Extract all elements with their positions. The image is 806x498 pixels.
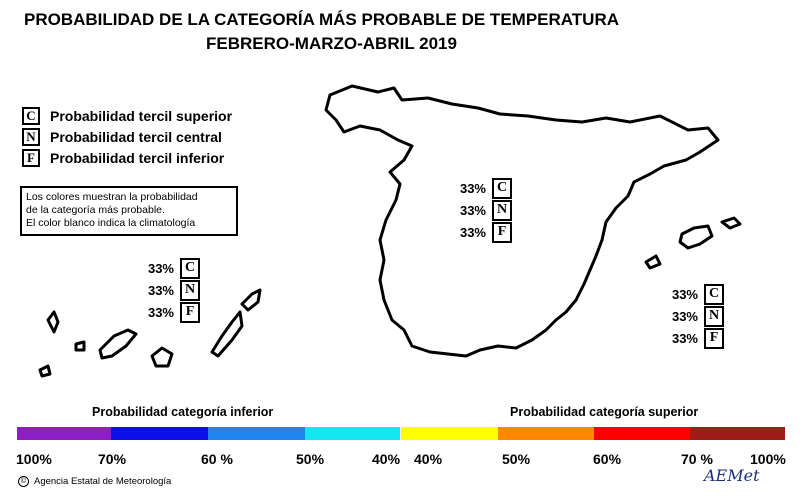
- note-line-1: Los colores muestran la probabilidad: [26, 191, 198, 203]
- color-scale-superior: [401, 427, 785, 440]
- la-palma-outline: [46, 310, 60, 334]
- peninsula-row-upper: 33% C: [446, 177, 512, 199]
- peninsula-pct-central: 33%: [459, 202, 486, 218]
- peninsula-pct-lower: 33%: [459, 224, 486, 240]
- baleares-pct-lower: 33%: [671, 330, 698, 346]
- tick-label-8: 60%: [593, 451, 622, 467]
- scale-segment-inferior-3: [208, 427, 305, 440]
- peninsula-box-upper: C: [492, 177, 512, 199]
- canarias-box-upper: C: [180, 257, 200, 279]
- baleares-row-central: 33% N: [658, 305, 724, 327]
- scale-segment-superior-1: [401, 427, 498, 440]
- baleares-pct-upper: 33%: [671, 286, 698, 302]
- peninsula-box-central: N: [492, 199, 512, 221]
- baleares-box-central: N: [704, 305, 724, 327]
- peninsula-box-lower: F: [492, 221, 512, 243]
- canarias-row-lower: 33% F: [134, 301, 200, 323]
- mallorca-outline: [678, 224, 714, 250]
- tick-label-3: 60 %: [201, 451, 233, 467]
- legend-box-lower: F: [22, 149, 40, 167]
- tick-label-5: 40%: [372, 451, 401, 467]
- tick-label-10: 100%: [750, 451, 786, 467]
- baleares-box-lower: F: [704, 327, 724, 349]
- copyright-icon: ©: [18, 476, 29, 487]
- baleares-row-lower: 33% F: [658, 327, 724, 349]
- tick-label-4: 50%: [296, 451, 325, 467]
- baleares-box-upper: C: [704, 283, 724, 305]
- tick-label-6: 40%: [414, 451, 443, 467]
- peninsula-probabilities: 33% C 33% N 33% F: [446, 177, 512, 243]
- peninsula-outline: [324, 84, 720, 358]
- canarias-pct-lower: 33%: [147, 304, 174, 320]
- scale-segment-superior-3: [594, 427, 690, 440]
- note-line-2: de la categoría más probable.: [26, 204, 165, 216]
- baleares-pct-central: 33%: [671, 308, 698, 324]
- baleares-probabilities: 33% C 33% N 33% F: [658, 283, 724, 349]
- canarias-pct-upper: 33%: [147, 260, 174, 276]
- tick-label-1: 100%: [16, 451, 52, 467]
- aemet-logo: AEMet: [704, 466, 760, 485]
- canarias-box-central: N: [180, 279, 200, 301]
- legend-box-central: N: [22, 128, 40, 146]
- legend-label-central: Probabilidad tercil central: [50, 129, 222, 145]
- scale-segment-superior-4: [690, 427, 785, 440]
- fuerteventura-outline: [210, 310, 244, 358]
- legend-row-lower: F Probabilidad tercil inferior: [22, 148, 224, 168]
- legend-label-lower: Probabilidad tercil inferior: [50, 150, 225, 166]
- color-scale-inferior: [17, 427, 400, 440]
- canarias-row-upper: 33% C: [134, 257, 200, 279]
- legend-box-upper: C: [22, 107, 40, 125]
- canarias-row-central: 33% N: [134, 279, 200, 301]
- agency-footer: © Agencia Estatal de Meteorología: [18, 476, 171, 487]
- lanzarote-outline: [240, 288, 262, 312]
- legend-label-upper: Probabilidad tercil superior: [50, 108, 233, 124]
- tick-label-7: 50%: [502, 451, 531, 467]
- map-title-line1: PROBABILIDAD DE LA CATEGORÍA MÁS PROBABL…: [24, 10, 619, 29]
- el-hierro-outline: [38, 364, 52, 378]
- scale-title-inferior: Probabilidad categoría inferior: [92, 405, 274, 419]
- la-gomera-outline: [74, 340, 86, 352]
- tenerife-outline: [98, 328, 138, 360]
- scale-segment-inferior-2: [111, 427, 208, 440]
- scale-title-superior: Probabilidad categoría superior: [510, 405, 699, 419]
- explanation-note: Los colores muestran la probabilidad de …: [20, 186, 238, 236]
- scale-segment-superior-2: [498, 427, 594, 440]
- tick-label-2: 70%: [98, 451, 127, 467]
- scale-segment-inferior-4: [305, 427, 400, 440]
- agency-name: Agencia Estatal de Meteorología: [34, 476, 172, 487]
- canarias-probabilities: 33% C 33% N 33% F: [134, 257, 200, 323]
- ibiza-outline: [644, 254, 662, 270]
- tick-label-9: 70 %: [681, 451, 713, 467]
- gran-canaria-outline: [150, 346, 174, 368]
- peninsula-row-central: 33% N: [446, 199, 512, 221]
- legend-row-central: N Probabilidad tercil central: [22, 127, 222, 147]
- baleares-row-upper: 33% C: [658, 283, 724, 305]
- map-title-line2: FEBRERO-MARZO-ABRIL 2019: [206, 34, 457, 53]
- canarias-box-lower: F: [180, 301, 200, 323]
- menorca-outline: [720, 216, 742, 230]
- peninsula-row-lower: 33% F: [446, 221, 512, 243]
- scale-segment-inferior-1: [17, 427, 111, 440]
- note-line-3: El color blanco indica la climatología: [26, 217, 196, 229]
- canarias-pct-central: 33%: [147, 282, 174, 298]
- legend-row-upper: C Probabilidad tercil superior: [22, 106, 232, 126]
- peninsula-pct-upper: 33%: [459, 180, 486, 196]
